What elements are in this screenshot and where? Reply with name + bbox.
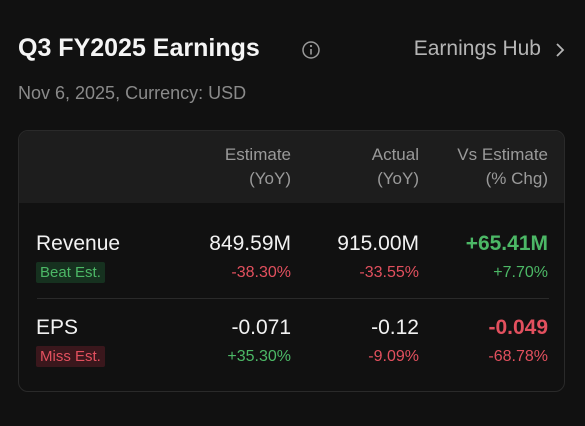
- earnings-hub-link[interactable]: Earnings Hub: [413, 37, 541, 60]
- estimate: -0.071: [231, 316, 291, 339]
- row-label: Revenue: [36, 232, 121, 255]
- vs-estimate: +65.41M: [465, 232, 548, 255]
- vs-estimate: -0.049: [488, 316, 548, 339]
- column-header: Estimate (YoY): [225, 143, 291, 191]
- miss-badge: Miss Est.: [36, 346, 105, 367]
- estimate-yoy: +35.30%: [227, 348, 291, 365]
- earnings-table: Estimate (YoY) Actual (YoY) Vs Estimate …: [18, 130, 565, 392]
- column-header-line: Vs Estimate: [457, 145, 548, 164]
- info-icon[interactable]: [301, 40, 321, 60]
- column-header-line: (YoY): [377, 169, 419, 188]
- column-header-line: Actual: [371, 145, 419, 164]
- vs-estimate-pct: -68.78%: [488, 348, 548, 365]
- row-divider: [37, 298, 549, 299]
- actual: 915.00M: [337, 232, 419, 255]
- actual-yoy: -9.09%: [368, 348, 419, 365]
- vs-estimate-pct: +7.70%: [493, 264, 548, 281]
- column-header: Actual (YoY): [372, 143, 419, 191]
- actual: -0.12: [371, 316, 419, 339]
- estimate-yoy: -38.30%: [231, 264, 291, 281]
- table-header: Estimate (YoY) Actual (YoY) Vs Estimate …: [19, 131, 564, 203]
- beat-badge: Beat Est.: [36, 262, 105, 283]
- actual-yoy: -33.55%: [359, 264, 419, 281]
- column-header-line: Estimate: [224, 145, 291, 164]
- estimate: 849.59M: [209, 232, 291, 255]
- row-label: EPS: [36, 316, 79, 339]
- column-header-line: (% Chg): [485, 169, 548, 188]
- title: Q3 FY2025 Earnings: [18, 34, 260, 62]
- column-header: Vs Estimate (% Chg): [457, 143, 548, 191]
- chevron-icon[interactable]: [552, 40, 568, 60]
- column-header-line: (YoY): [249, 169, 291, 188]
- subtitle: Nov 6, 2025, Currency: USD: [18, 83, 247, 103]
